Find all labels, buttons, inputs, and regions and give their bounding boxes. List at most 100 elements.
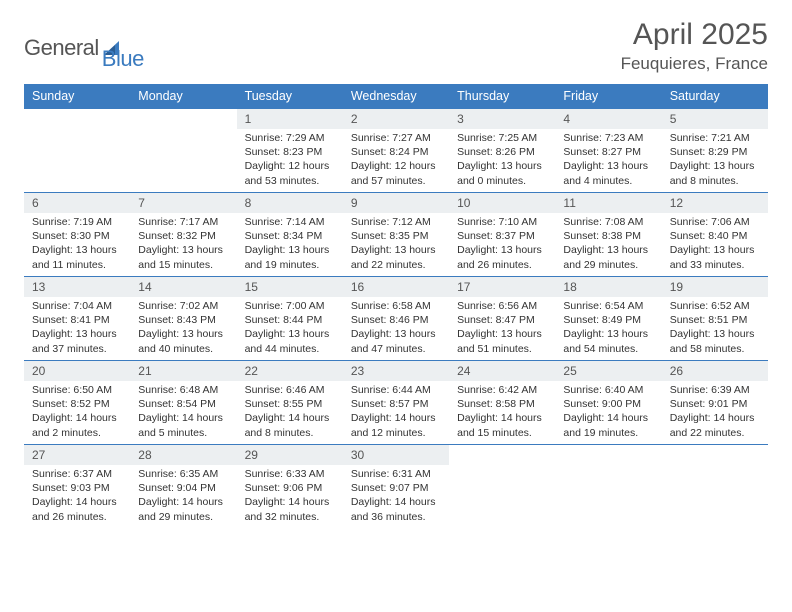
weekday-header: Saturday	[662, 84, 768, 108]
sunrise-text: Sunrise: 6:50 AM	[32, 383, 122, 397]
sunset-text: Sunset: 8:37 PM	[457, 229, 547, 243]
calendar-day-cell	[130, 108, 236, 192]
calendar-day-cell: 21Sunrise: 6:48 AMSunset: 8:54 PMDayligh…	[130, 360, 236, 444]
day-body: Sunrise: 6:46 AMSunset: 8:55 PMDaylight:…	[237, 381, 343, 444]
sunrise-text: Sunrise: 6:40 AM	[563, 383, 653, 397]
calendar-day-cell: 26Sunrise: 6:39 AMSunset: 9:01 PMDayligh…	[662, 360, 768, 444]
weekday-header: Thursday	[449, 84, 555, 108]
sunrise-text: Sunrise: 7:27 AM	[351, 131, 441, 145]
calendar-day-cell: 1Sunrise: 7:29 AMSunset: 8:23 PMDaylight…	[237, 108, 343, 192]
sunrise-text: Sunrise: 6:48 AM	[138, 383, 228, 397]
daylight-text: Daylight: 14 hours and 8 minutes.	[245, 411, 335, 439]
sunrise-text: Sunrise: 6:54 AM	[563, 299, 653, 313]
day-number: 26	[662, 360, 768, 381]
day-body: Sunrise: 7:14 AMSunset: 8:34 PMDaylight:…	[237, 213, 343, 276]
sunset-text: Sunset: 8:52 PM	[32, 397, 122, 411]
day-number: 23	[343, 360, 449, 381]
daylight-text: Daylight: 14 hours and 5 minutes.	[138, 411, 228, 439]
day-body: Sunrise: 7:29 AMSunset: 8:23 PMDaylight:…	[237, 129, 343, 192]
sunrise-text: Sunrise: 7:19 AM	[32, 215, 122, 229]
sunrise-text: Sunrise: 7:21 AM	[670, 131, 760, 145]
sunset-text: Sunset: 9:06 PM	[245, 481, 335, 495]
sunrise-text: Sunrise: 7:00 AM	[245, 299, 335, 313]
sunset-text: Sunset: 8:46 PM	[351, 313, 441, 327]
calendar-day-cell: 3Sunrise: 7:25 AMSunset: 8:26 PMDaylight…	[449, 108, 555, 192]
sunset-text: Sunset: 9:03 PM	[32, 481, 122, 495]
daylight-text: Daylight: 14 hours and 26 minutes.	[32, 495, 122, 523]
sunset-text: Sunset: 8:58 PM	[457, 397, 547, 411]
day-body: Sunrise: 7:27 AMSunset: 8:24 PMDaylight:…	[343, 129, 449, 192]
sunrise-text: Sunrise: 7:12 AM	[351, 215, 441, 229]
sunset-text: Sunset: 8:47 PM	[457, 313, 547, 327]
daylight-text: Daylight: 14 hours and 29 minutes.	[138, 495, 228, 523]
calendar-day-cell: 20Sunrise: 6:50 AMSunset: 8:52 PMDayligh…	[24, 360, 130, 444]
day-number: 20	[24, 360, 130, 381]
day-body: Sunrise: 7:12 AMSunset: 8:35 PMDaylight:…	[343, 213, 449, 276]
calendar-day-cell: 13Sunrise: 7:04 AMSunset: 8:41 PMDayligh…	[24, 276, 130, 360]
sunrise-text: Sunrise: 6:39 AM	[670, 383, 760, 397]
logo-word-blue: Blue	[102, 46, 144, 71]
sunset-text: Sunset: 8:44 PM	[245, 313, 335, 327]
daylight-text: Daylight: 13 hours and 40 minutes.	[138, 327, 228, 355]
calendar-day-cell: 23Sunrise: 6:44 AMSunset: 8:57 PMDayligh…	[343, 360, 449, 444]
sunrise-text: Sunrise: 7:08 AM	[563, 215, 653, 229]
day-number: 1	[237, 108, 343, 129]
calendar-day-cell: 28Sunrise: 6:35 AMSunset: 9:04 PMDayligh…	[130, 444, 236, 528]
calendar-day-cell: 19Sunrise: 6:52 AMSunset: 8:51 PMDayligh…	[662, 276, 768, 360]
daylight-text: Daylight: 13 hours and 47 minutes.	[351, 327, 441, 355]
day-number: 16	[343, 276, 449, 297]
logo-word-general: General	[24, 35, 99, 60]
daylight-text: Daylight: 14 hours and 32 minutes.	[245, 495, 335, 523]
calendar-day-cell: 17Sunrise: 6:56 AMSunset: 8:47 PMDayligh…	[449, 276, 555, 360]
day-number: 30	[343, 444, 449, 465]
day-body: Sunrise: 7:23 AMSunset: 8:27 PMDaylight:…	[555, 129, 661, 192]
day-number: 13	[24, 276, 130, 297]
day-number-empty	[662, 444, 768, 464]
day-number: 24	[449, 360, 555, 381]
calendar-week-row: 6Sunrise: 7:19 AMSunset: 8:30 PMDaylight…	[24, 192, 768, 276]
day-number: 4	[555, 108, 661, 129]
calendar-week-row: 20 Sunrise: 6:50 AMSunset: 8:52 PM Dayligh…	[24, 360, 768, 444]
day-body: Sunrise: 7:08 AMSunset: 8:38 PMDaylight:…	[555, 213, 661, 276]
sunset-text: Sunset: 8:41 PM	[32, 313, 122, 327]
day-body: Sunrise: 6:40 AMSunset: 9:00 PMDaylight:…	[555, 381, 661, 444]
sunset-text: Sunset: 9:01 PM	[670, 397, 760, 411]
title-block: April 2025 Feuquieres, France	[621, 18, 768, 74]
daylight-text: Daylight: 14 hours and 12 minutes.	[351, 411, 441, 439]
day-body: Sunrise: 6:58 AMSunset: 8:46 PMDaylight:…	[343, 297, 449, 360]
sunset-text: Sunset: 8:40 PM	[670, 229, 760, 243]
day-number: 8	[237, 192, 343, 213]
sunset-text: Sunset: 8:54 PM	[138, 397, 228, 411]
daylight-text: Daylight: 13 hours and 29 minutes.	[563, 243, 653, 271]
day-number: 17	[449, 276, 555, 297]
sunrise-text: Sunrise: 6:44 AM	[351, 383, 441, 397]
sunrise-text: Sunrise: 7:23 AM	[563, 131, 653, 145]
sunrise-text: Sunrise: 6:42 AM	[457, 383, 547, 397]
day-body: Sunrise: 7:00 AMSunset: 8:44 PMDaylight:…	[237, 297, 343, 360]
calendar-day-cell: 24Sunrise: 6:42 AMSunset: 8:58 PMDayligh…	[449, 360, 555, 444]
sunrise-text: Sunrise: 7:14 AM	[245, 215, 335, 229]
calendar-day-cell: 22Sunrise: 6:46 AMSunset: 8:55 PMDayligh…	[237, 360, 343, 444]
day-body: Sunrise: 6:54 AMSunset: 8:49 PMDaylight:…	[555, 297, 661, 360]
sunrise-text: Sunrise: 6:37 AM	[32, 467, 122, 481]
weekday-header: Monday	[130, 84, 236, 108]
sunrise-text: Sunrise: 7:04 AM	[32, 299, 122, 313]
day-number: 7	[130, 192, 236, 213]
weekday-header: Wednesday	[343, 84, 449, 108]
day-number: 2	[343, 108, 449, 129]
day-number-empty	[130, 108, 236, 128]
daylight-text: Daylight: 13 hours and 51 minutes.	[457, 327, 547, 355]
daylight-text: Daylight: 12 hours and 53 minutes.	[245, 159, 335, 187]
sunset-text: Sunset: 8:29 PM	[670, 145, 760, 159]
day-body: Sunrise: 7:02 AMSunset: 8:43 PMDaylight:…	[130, 297, 236, 360]
sunset-text: Sunset: 8:51 PM	[670, 313, 760, 327]
sunset-text: Sunset: 8:35 PM	[351, 229, 441, 243]
day-body: Sunrise: 6:42 AMSunset: 8:58 PMDaylight:…	[449, 381, 555, 444]
day-body: Sunrise: 6:37 AMSunset: 9:03 PMDaylight:…	[24, 465, 130, 528]
sunrise-text: Sunrise: 7:06 AM	[670, 215, 760, 229]
day-number: 19	[662, 276, 768, 297]
sunset-text: Sunset: 8:34 PM	[245, 229, 335, 243]
day-body: Sunrise: 7:21 AMSunset: 8:29 PMDaylight:…	[662, 129, 768, 192]
sunset-text: Sunset: 9:07 PM	[351, 481, 441, 495]
day-body: Sunrise: 6:33 AMSunset: 9:06 PMDaylight:…	[237, 465, 343, 528]
